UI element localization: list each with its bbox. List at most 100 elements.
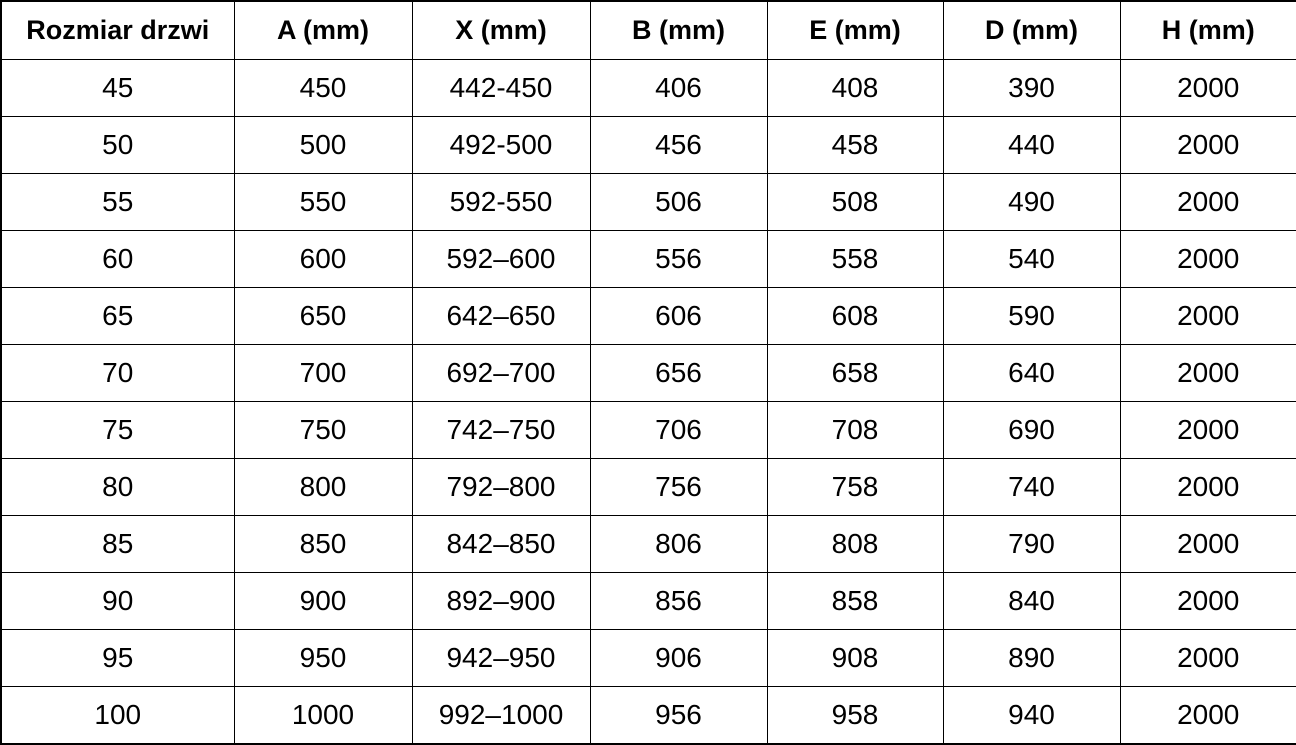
table-cell: 95 (0, 629, 235, 687)
table-cell: 656 (589, 344, 768, 402)
table-cell: 892–900 (411, 572, 591, 630)
table-row: 100 1000 992–1000 956 958 940 2000 (0, 686, 1296, 745)
column-header-x-mm: X (mm) (411, 0, 591, 60)
table-cell: 80 (0, 458, 235, 516)
table-cell: 60 (0, 230, 235, 288)
table-cell: 956 (589, 686, 768, 745)
column-header-e-mm: E (mm) (766, 0, 944, 60)
table-cell: 950 (233, 629, 413, 687)
table-cell: 600 (233, 230, 413, 288)
table-cell: 608 (766, 287, 944, 345)
table-cell: 742–750 (411, 401, 591, 459)
table-cell: 758 (766, 458, 944, 516)
table-cell: 440 (942, 116, 1121, 174)
table-cell: 2000 (1119, 230, 1296, 288)
table-cell: 642–650 (411, 287, 591, 345)
table-cell: 75 (0, 401, 235, 459)
table-cell: 906 (589, 629, 768, 687)
table-cell: 506 (589, 173, 768, 231)
table-cell: 840 (942, 572, 1121, 630)
column-header-b-mm: B (mm) (589, 0, 768, 60)
table-row: 45 450 442-450 406 408 390 2000 (0, 59, 1296, 117)
table-cell: 492-500 (411, 116, 591, 174)
table-row: 65 650 642–650 606 608 590 2000 (0, 287, 1296, 345)
table-cell: 790 (942, 515, 1121, 573)
table-cell: 390 (942, 59, 1121, 117)
table-cell: 456 (589, 116, 768, 174)
table-cell: 2000 (1119, 173, 1296, 231)
table-cell: 658 (766, 344, 944, 402)
table-cell: 908 (766, 629, 944, 687)
table-cell: 558 (766, 230, 944, 288)
table-cell: 100 (0, 686, 235, 745)
table-cell: 2000 (1119, 116, 1296, 174)
table-cell: 858 (766, 572, 944, 630)
table-cell: 90 (0, 572, 235, 630)
table-cell: 708 (766, 401, 944, 459)
table-body: 45 450 442-450 406 408 390 2000 50 500 492-500 456… (0, 59, 1296, 745)
table-row: 50 500 492-500 456 458 440 2000 (0, 116, 1296, 174)
table-row: 75 750 742–750 706 708 690 2000 (0, 401, 1296, 459)
table-cell: 942–950 (411, 629, 591, 687)
table-cell: 2000 (1119, 59, 1296, 117)
table-cell: 992–1000 (411, 686, 591, 745)
table-row: 95 950 942–950 906 908 890 2000 (0, 629, 1296, 687)
table-cell: 550 (233, 173, 413, 231)
table-cell: 850 (233, 515, 413, 573)
table-cell: 940 (942, 686, 1121, 745)
table-cell: 592-550 (411, 173, 591, 231)
table-row: 85 850 842–850 806 808 790 2000 (0, 515, 1296, 573)
table-cell: 650 (233, 287, 413, 345)
table-cell: 65 (0, 287, 235, 345)
table-cell: 590 (942, 287, 1121, 345)
table-cell: 556 (589, 230, 768, 288)
table-cell: 540 (942, 230, 1121, 288)
table-cell: 690 (942, 401, 1121, 459)
table-cell: 458 (766, 116, 944, 174)
table-cell: 842–850 (411, 515, 591, 573)
table-header: Rozmiar drzwi A (mm) X (mm) B (mm) E (mm… (0, 0, 1296, 60)
table-cell: 85 (0, 515, 235, 573)
table-cell: 958 (766, 686, 944, 745)
table-cell: 900 (233, 572, 413, 630)
table-cell: 740 (942, 458, 1121, 516)
table-cell: 706 (589, 401, 768, 459)
table-cell: 750 (233, 401, 413, 459)
table-row: 90 900 892–900 856 858 840 2000 (0, 572, 1296, 630)
table-cell: 592–600 (411, 230, 591, 288)
table-cell: 1000 (233, 686, 413, 745)
table-row: 80 800 792–800 756 758 740 2000 (0, 458, 1296, 516)
table-cell: 640 (942, 344, 1121, 402)
table-cell: 442-450 (411, 59, 591, 117)
table-cell: 2000 (1119, 686, 1296, 745)
table-cell: 800 (233, 458, 413, 516)
column-header-rozmiar-drzwi: Rozmiar drzwi (0, 0, 235, 60)
table-cell: 2000 (1119, 401, 1296, 459)
table-row: 60 600 592–600 556 558 540 2000 (0, 230, 1296, 288)
table-cell: 55 (0, 173, 235, 231)
table-cell: 756 (589, 458, 768, 516)
table-cell: 45 (0, 59, 235, 117)
header-row: Rozmiar drzwi A (mm) X (mm) B (mm) E (mm… (0, 0, 1296, 60)
table-cell: 2000 (1119, 629, 1296, 687)
table-cell: 450 (233, 59, 413, 117)
table-cell: 500 (233, 116, 413, 174)
table-cell: 890 (942, 629, 1121, 687)
table-cell: 692–700 (411, 344, 591, 402)
table-cell: 2000 (1119, 515, 1296, 573)
column-header-a-mm: A (mm) (233, 0, 413, 60)
table-cell: 808 (766, 515, 944, 573)
table-cell: 50 (0, 116, 235, 174)
table-cell: 700 (233, 344, 413, 402)
table-cell: 2000 (1119, 572, 1296, 630)
table-cell: 2000 (1119, 344, 1296, 402)
table-cell: 806 (589, 515, 768, 573)
table-cell: 408 (766, 59, 944, 117)
table-row: 70 700 692–700 656 658 640 2000 (0, 344, 1296, 402)
table-cell: 792–800 (411, 458, 591, 516)
table-cell: 490 (942, 173, 1121, 231)
table-row: 55 550 592-550 506 508 490 2000 (0, 173, 1296, 231)
table-cell: 2000 (1119, 458, 1296, 516)
column-header-d-mm: D (mm) (942, 0, 1121, 60)
